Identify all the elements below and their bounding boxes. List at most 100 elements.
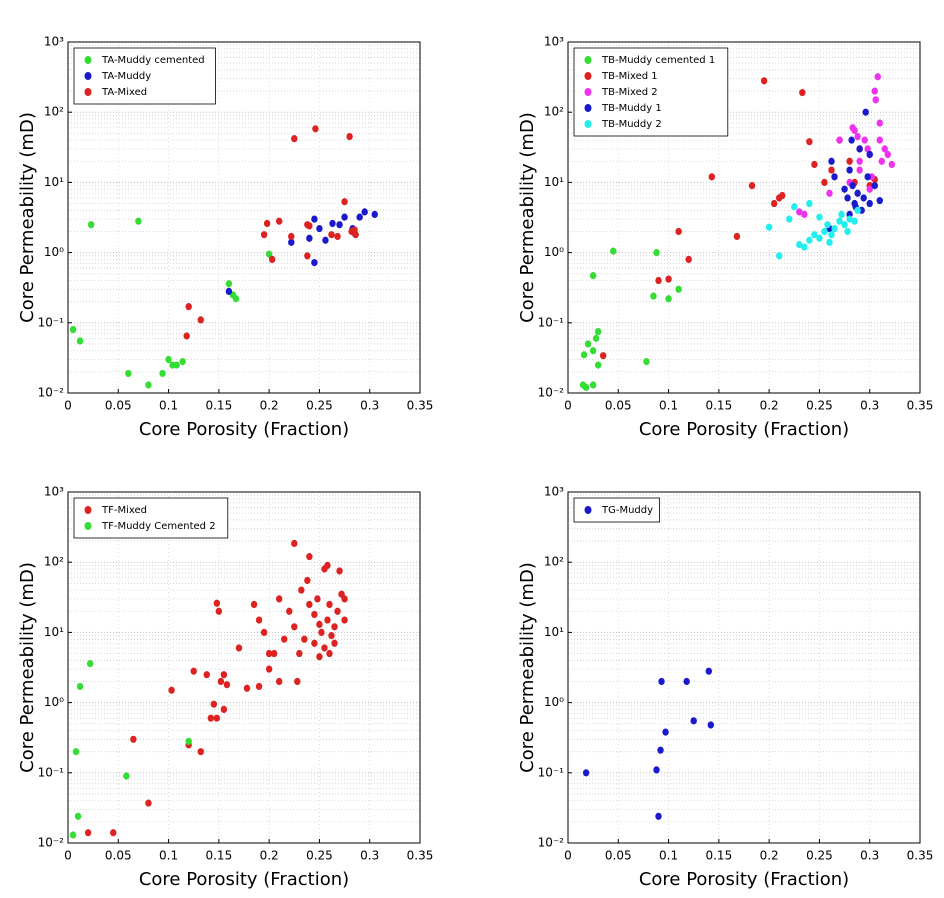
x-tick-label: 0.15 (705, 399, 732, 413)
data-point (580, 351, 588, 359)
x-tick-label: 0.35 (907, 849, 934, 863)
data-point (76, 337, 84, 345)
data-point (655, 276, 662, 285)
data-point (223, 681, 231, 689)
legend-label: TG-Muddy (601, 505, 653, 516)
plot-area (568, 492, 920, 843)
data-point (328, 231, 335, 239)
y-tick-label: 10² (544, 555, 564, 569)
plot-frame (567, 41, 921, 394)
y-tick-label: 10² (44, 105, 64, 119)
data-point (584, 340, 592, 348)
data-point (328, 632, 335, 640)
data-point (653, 249, 660, 257)
data-point (876, 197, 883, 205)
data-point (846, 166, 853, 174)
data-point (849, 182, 856, 190)
data-point (828, 166, 835, 174)
data-point (806, 199, 813, 208)
data-point (341, 198, 348, 206)
data-point (662, 728, 669, 736)
data-point (874, 73, 881, 81)
legend-marker (84, 88, 92, 96)
data-point (653, 766, 660, 774)
data-point (203, 671, 210, 679)
data-point (311, 639, 318, 647)
legend-label: TF-Muddy Cemented 2 (101, 521, 216, 532)
data-point (846, 215, 853, 223)
legend-marker (84, 72, 92, 80)
y-tick-label: 10⁰ (44, 695, 64, 709)
data-point (589, 347, 597, 355)
y-tick-label: 10³ (544, 35, 564, 49)
x-tick-label: 0.05 (105, 399, 132, 413)
legend-box (73, 497, 229, 539)
x-tick-label: 0 (564, 399, 572, 413)
plot-frame (567, 491, 921, 844)
data-point (836, 217, 843, 225)
data-point (336, 567, 343, 575)
y-tick-label: 10⁻² (538, 386, 565, 400)
data-point (748, 182, 756, 190)
data-point (123, 772, 130, 780)
data-point (592, 334, 600, 342)
data-point (582, 769, 590, 777)
legend-marker (584, 120, 592, 128)
data-point (643, 358, 650, 366)
plot-frame (67, 41, 421, 394)
data-point (215, 607, 223, 615)
legend-marker (584, 56, 592, 64)
x-tick-label: 0.1 (659, 399, 678, 413)
y-tick-label: 10⁻² (538, 836, 565, 850)
x-tick-label: 0.15 (705, 849, 732, 863)
y-tick-label: 10³ (44, 35, 64, 49)
x-tick-label: 0.05 (605, 399, 632, 413)
plot-area (68, 492, 420, 843)
data-point (298, 586, 305, 594)
data-point (270, 649, 278, 658)
data-point (860, 194, 867, 202)
data-point (185, 737, 192, 746)
data-point (197, 748, 204, 756)
data-point (316, 653, 323, 661)
data-point (341, 213, 348, 221)
data-point (876, 119, 883, 127)
data-point (876, 136, 883, 144)
data-point (220, 671, 228, 679)
data-point (334, 232, 341, 241)
x-tick-label: 0.35 (407, 849, 434, 863)
legend-box (573, 47, 729, 137)
data-point (841, 185, 848, 193)
data-point (311, 215, 318, 223)
data-point (145, 799, 152, 807)
x-tick-label: 0.35 (407, 399, 434, 413)
y-tick-label: 10⁻¹ (38, 765, 65, 779)
data-point (779, 191, 786, 200)
data-point (760, 77, 768, 85)
data-point (173, 361, 180, 369)
data-point (74, 812, 82, 820)
y-tick-label: 10⁰ (544, 695, 564, 709)
x-axis-title: Core Porosity (Fraction) (139, 869, 349, 890)
data-point (356, 213, 363, 221)
data-point (776, 252, 783, 260)
data-point (791, 203, 798, 211)
x-tick-label: 0.2 (260, 399, 279, 413)
legend-marker (584, 72, 592, 80)
data-point (225, 280, 233, 288)
data-point (225, 287, 233, 296)
data-point (864, 145, 871, 153)
data-point (708, 173, 716, 181)
data-point (826, 189, 833, 197)
data-point (341, 616, 348, 624)
data-point (304, 576, 311, 585)
data-point (281, 635, 288, 643)
legend-box (73, 47, 216, 105)
data-point (361, 208, 368, 216)
data-point (856, 145, 863, 153)
data-point (263, 219, 271, 228)
y-tick-label: 10³ (44, 485, 64, 499)
data-point (352, 231, 359, 239)
data-point (331, 623, 338, 631)
data-point (316, 620, 323, 629)
